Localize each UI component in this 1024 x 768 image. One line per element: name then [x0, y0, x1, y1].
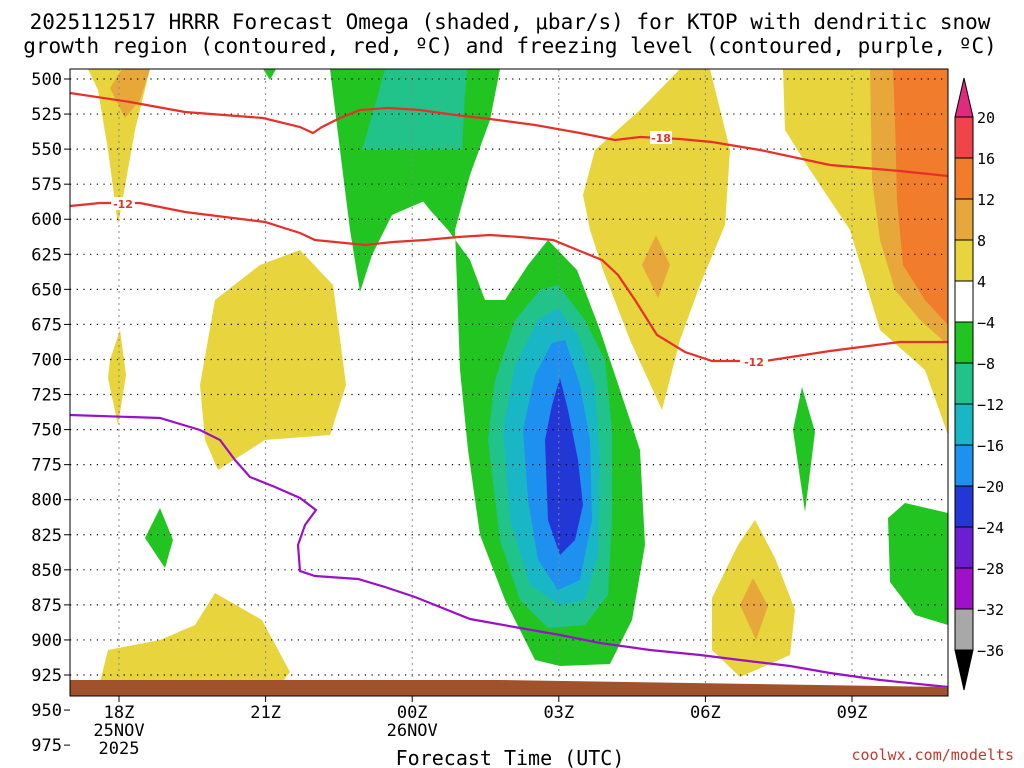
contour-labels: -18 -12 -12: [111, 131, 768, 369]
omega-shading-12-16: [893, 69, 948, 325]
omega-region-green: [263, 69, 276, 80]
x-tick-year: 2025: [99, 739, 140, 759]
y-tick-label: 975: [31, 736, 62, 756]
colorbar-swatch: [954, 157, 974, 200]
y-tick-label: 675: [31, 315, 62, 335]
x-tick-label: 18Z: [104, 703, 135, 723]
colorbar-swatch: [954, 526, 974, 569]
y-tick-label: 875: [31, 596, 62, 616]
x-tick-label: 09Z: [837, 703, 868, 723]
colorbar-label: 4: [977, 273, 986, 291]
dgz-contour--18: [70, 91, 948, 178]
x-tick-label: 00Z: [397, 703, 428, 723]
colorbar-label: −12: [977, 396, 1004, 414]
colorbar-arrow-top: [954, 77, 974, 118]
colorbar-swatch: [954, 403, 974, 446]
y-tick-label: 625: [31, 245, 62, 265]
grid-lines: [70, 69, 948, 696]
y-tick-label: 525: [31, 105, 62, 125]
colorbar-label: −36: [977, 642, 1004, 660]
y-tick-label: 775: [31, 456, 62, 476]
colorbar: 20 16 12 8 4 −4 −8 −12 −16 −20 −24 −28 −32 −36: [954, 77, 1004, 691]
x-tick-label: 06Z: [690, 703, 721, 723]
colorbar-swatch: [954, 608, 974, 651]
colorbar-label: −24: [977, 519, 1004, 537]
colorbar-swatch: [954, 567, 974, 610]
x-tick-date: 26NOV: [387, 721, 438, 741]
y-tick-label: 850: [31, 561, 62, 581]
omega-region-green: [145, 508, 173, 568]
colorbar-label: 16: [977, 150, 995, 168]
y-tick-label: 575: [31, 175, 62, 195]
colorbar-swatch: [954, 239, 974, 282]
omega-shading-darkblue: [545, 378, 583, 555]
colorbar-label: −8: [977, 355, 995, 373]
omega-region-green: [888, 503, 948, 625]
chart-title-line-1: 2025112517 HRRR Forecast Omega (shaded, …: [30, 10, 991, 34]
colorbar-label: −28: [977, 560, 1004, 578]
colorbar-arrow-bottom: [954, 649, 974, 691]
y-tick-label: 950: [31, 701, 62, 721]
dgz-label--12-right: -12: [744, 356, 764, 369]
y-axis: 500 525 550 575 600 625 650 675 700 725 750 775 800 8…: [31, 70, 70, 756]
colorbar-label: −16: [977, 437, 1004, 455]
dgz-label--18: -18: [651, 132, 671, 145]
y-tick-label: 650: [31, 280, 62, 300]
omega-region-green: [793, 387, 815, 512]
colorbar-label: 12: [977, 191, 995, 209]
dgz-contour--12: [70, 201, 948, 363]
y-tick-label: 900: [31, 631, 62, 651]
dgz-contours: [70, 91, 948, 363]
y-tick-label: 925: [31, 666, 62, 686]
x-tick-label: 21Z: [250, 703, 281, 723]
y-tick-label: 700: [31, 350, 62, 370]
y-tick-label: 500: [31, 70, 62, 90]
colorbar-label: −20: [977, 478, 1004, 496]
colorbar-swatch: [954, 321, 974, 364]
freezing-level-contour: [70, 413, 948, 689]
omega-region-yellow: [100, 593, 290, 682]
colorbar-swatch: [954, 485, 974, 528]
colorbar-label: −4: [977, 314, 995, 332]
colorbar-label: 8: [977, 232, 986, 250]
plot-area: -18 -12 -12: [70, 69, 948, 696]
colorbar-swatch: [954, 280, 974, 323]
colorbar-swatch: [954, 198, 974, 241]
y-tick-label: 600: [31, 210, 62, 230]
colorbar-swatch: [954, 116, 974, 159]
colorbar-label: −32: [977, 601, 1004, 619]
x-axis-label: Forecast Time (UTC): [396, 746, 625, 768]
x-tick-label: 03Z: [543, 703, 574, 723]
omega-region-yellow: [108, 330, 126, 425]
colorbar-swatch: [954, 362, 974, 405]
omega-region-yellow: [200, 250, 346, 470]
chart-title-line-2: growth region (contoured, red, ºC) and f…: [23, 34, 997, 58]
colorbar-swatch: [954, 444, 974, 487]
colorbar-label: 20: [977, 109, 995, 127]
plot-frame: [69, 68, 949, 697]
dgz-label--12-left: -12: [113, 198, 133, 211]
y-tick-label: 550: [31, 140, 62, 160]
y-tick-label: 825: [31, 526, 62, 546]
credit-link[interactable]: coolwx.com/modelts: [851, 746, 1014, 764]
ground-surface: [70, 680, 948, 696]
x-tick-date: 25NOV: [93, 721, 144, 741]
y-tick-label: 800: [31, 491, 62, 511]
y-tick-label: 750: [31, 421, 62, 441]
y-tick-label: 725: [31, 386, 62, 406]
